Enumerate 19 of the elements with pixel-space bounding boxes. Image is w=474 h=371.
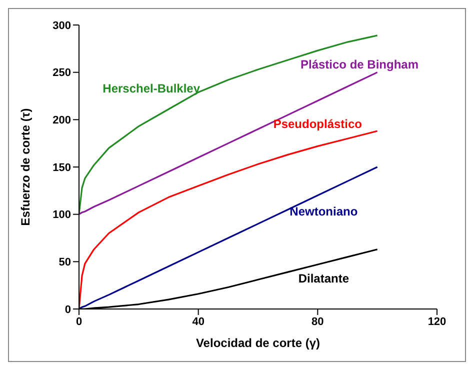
- series-label: Herschel-Bulkley: [102, 81, 200, 96]
- series-label: Pseudoplástico: [273, 117, 362, 132]
- y-tick-label: 50: [58, 256, 71, 269]
- y-tick-label: 150: [52, 162, 71, 174]
- y-axis-title: Esfuerzo de corte (τ): [18, 108, 32, 226]
- x-axis-title: Velocidad de corte (γ): [196, 336, 320, 350]
- x-tick-label: 120: [428, 316, 446, 328]
- series-label: Dilatante: [298, 272, 350, 286]
- series-label: Newtoniano: [290, 204, 358, 218]
- x-tick-label: 0: [76, 316, 82, 328]
- line-series: [79, 72, 378, 216]
- y-tick-label: 0: [64, 304, 71, 316]
- y-tick-label: 250: [52, 67, 71, 80]
- y-tick-label: 200: [52, 114, 71, 127]
- series-label: Plástico de Bingham: [300, 58, 419, 72]
- y-tick-label: 100: [52, 209, 71, 222]
- x-tick-label: 40: [192, 316, 204, 328]
- x-tick-label: 80: [312, 316, 324, 328]
- y-tick-label: 300: [52, 20, 71, 32]
